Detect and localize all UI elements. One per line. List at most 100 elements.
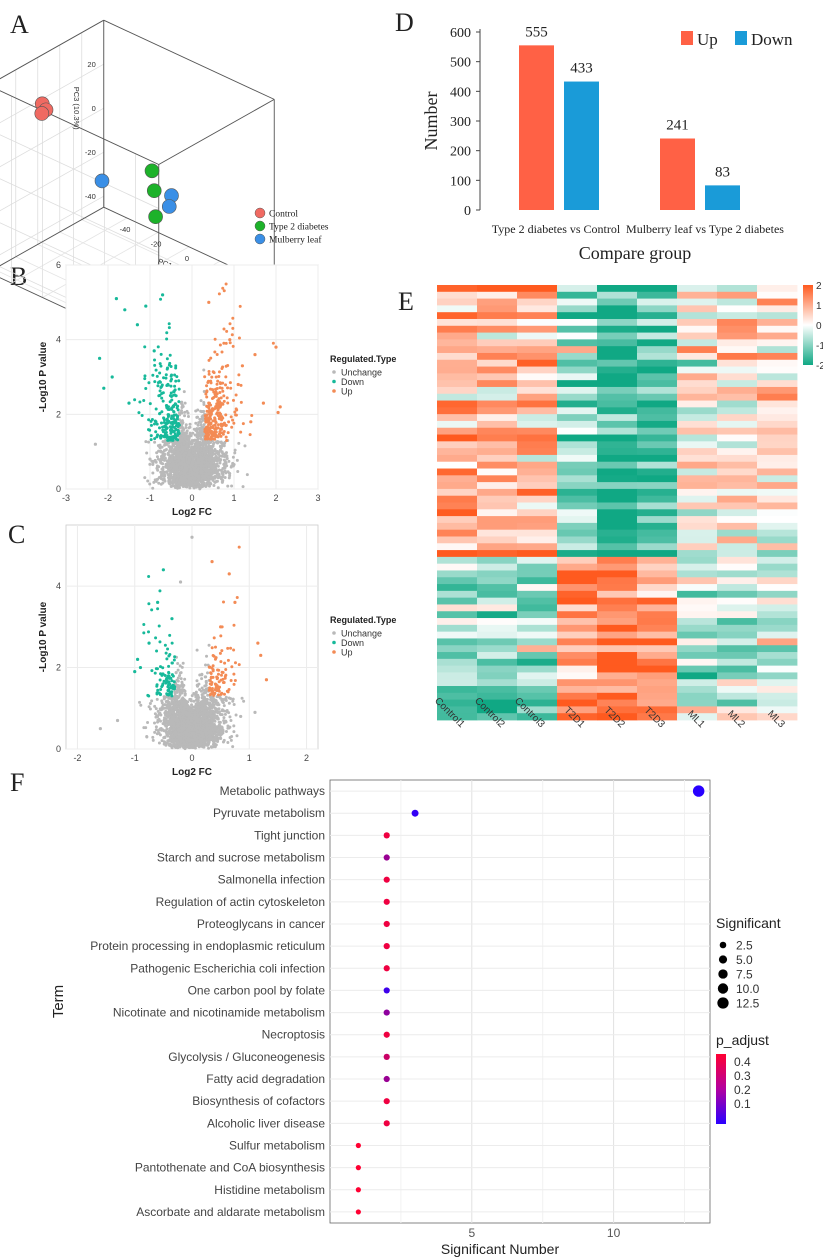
volcano-point: [217, 472, 221, 476]
volcano-point: [145, 735, 149, 739]
volcano-point: [161, 465, 165, 469]
volcano-point: [218, 461, 222, 465]
volcano-point: [276, 410, 280, 415]
volcano-point: [155, 466, 159, 470]
volcano-point: [165, 357, 169, 361]
volcano-point: [213, 452, 217, 456]
volcano-point: [223, 475, 227, 479]
volcano-point: [176, 474, 180, 478]
volcano-point: [209, 379, 213, 383]
axis-frame-line: [0, 63, 104, 124]
x-axis-title: Compare group: [579, 243, 691, 263]
legend-label: Control: [269, 210, 298, 220]
volcano-point: [209, 735, 213, 739]
volcano-point: [151, 471, 155, 475]
volcano-point: [165, 367, 169, 371]
volcano-point: [159, 470, 163, 474]
volcano-point: [195, 679, 199, 683]
volcano-point: [216, 423, 220, 427]
volcano-point: [167, 322, 171, 326]
volcano-point: [174, 402, 178, 406]
volcano-point: [207, 746, 211, 750]
volcano-point: [178, 664, 182, 668]
volcano-point: [190, 694, 194, 698]
volcano-point: [201, 472, 205, 476]
y-tick-label: 600: [450, 26, 471, 41]
volcano-point: [224, 435, 228, 439]
volcano-point: [221, 286, 225, 290]
volcano-point: [217, 456, 221, 460]
legend-title: Regulated.Type: [330, 354, 396, 364]
volcano-point: [222, 341, 226, 345]
volcano-point: [216, 406, 220, 410]
axis-frame-line: [0, 107, 104, 168]
volcano-point: [209, 417, 213, 421]
volcano-point: [182, 433, 186, 437]
volcano-point: [166, 383, 170, 387]
volcano-point: [175, 478, 179, 482]
z-tick-label: -40: [85, 192, 96, 201]
volcano-point: [215, 403, 219, 407]
volcano-point: [166, 734, 170, 738]
volcano-point: [98, 356, 102, 360]
volcano-point: [180, 405, 184, 409]
volcano-point: [154, 707, 158, 711]
volcano-point: [161, 453, 165, 457]
volcano-point: [201, 418, 205, 422]
volcano-point: [206, 693, 210, 697]
volcano-point: [184, 425, 188, 429]
volcano-point: [196, 741, 200, 745]
volcano-point: [228, 338, 232, 342]
legend-swatch: [254, 233, 266, 245]
volcano-point: [155, 422, 159, 426]
volcano-point: [219, 469, 223, 473]
z-axis-title: PC3 (10.3%): [72, 87, 81, 130]
volcano-point: [210, 719, 214, 723]
volcano-point: [193, 453, 197, 457]
x-tick-label: 0: [185, 254, 189, 263]
volcano-point: [186, 447, 190, 451]
volcano-point: [174, 428, 178, 432]
volcano-point: [211, 388, 215, 392]
volcano-point: [217, 374, 221, 378]
volcano-point: [192, 459, 196, 463]
volcano-point: [194, 447, 198, 451]
legend-label: Up: [697, 30, 718, 49]
volcano-point: [172, 393, 176, 397]
volcano-point: [191, 742, 195, 746]
volcano-point: [218, 430, 222, 434]
volcano-point: [224, 375, 228, 379]
volcano-point: [250, 414, 254, 418]
volcano-point: [241, 422, 245, 426]
volcano-point: [180, 421, 184, 425]
volcano-point: [176, 668, 180, 672]
volcano-point: [253, 353, 257, 357]
volcano-point: [233, 451, 237, 455]
volcano-point: [220, 471, 224, 475]
volcano-point: [243, 444, 247, 448]
panel-letter-b: B: [10, 262, 28, 291]
volcano-point: [183, 702, 187, 706]
volcano-point: [214, 387, 218, 391]
volcano-point: [154, 728, 158, 732]
volcano-point: [213, 423, 217, 427]
volcano-point: [226, 364, 230, 368]
volcano-point: [172, 417, 176, 421]
volcano-point: [162, 376, 166, 380]
z-tick-label: -20: [85, 148, 96, 157]
volcano-point: [214, 467, 218, 471]
volcano-point: [200, 693, 204, 697]
volcano-point: [182, 457, 186, 461]
volcano-point: [167, 479, 171, 483]
volcano-point: [211, 426, 215, 430]
volcano-point: [183, 464, 187, 468]
volcano-point: [232, 421, 236, 425]
volcano-point: [182, 706, 186, 710]
volcano-point: [201, 717, 205, 721]
volcano-point: [183, 677, 187, 681]
volcano-point: [200, 686, 204, 690]
volcano-point: [213, 337, 217, 341]
volcano-point: [249, 420, 253, 424]
volcano-point: [114, 297, 118, 301]
volcano-point: [218, 458, 222, 462]
